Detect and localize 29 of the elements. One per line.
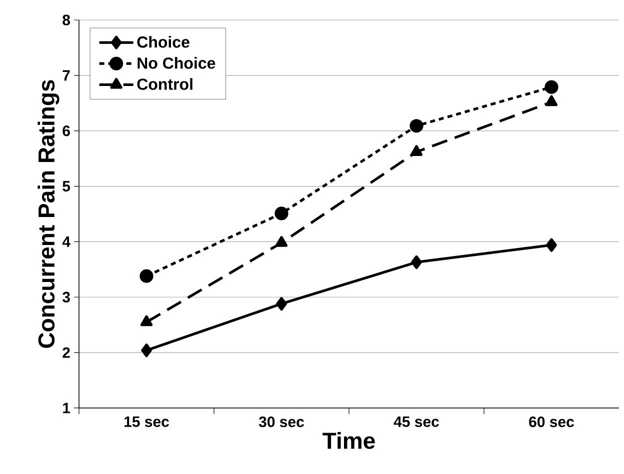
legend-label: No Choice [138, 57, 216, 69]
y-tick-label: 4 [62, 236, 70, 247]
y-tick-label: 2 [62, 347, 70, 358]
point [274, 206, 288, 220]
point [546, 238, 557, 252]
y-tick-label: 6 [62, 126, 70, 136]
y-tick-label: 8 [62, 14, 70, 26]
point [411, 255, 422, 270]
x-tick-label: 45 sec [394, 416, 439, 427]
legend-label: Control [137, 78, 192, 90]
x-axis-title: Time [322, 432, 375, 449]
y-axis-title: Concurrent Pain Ratings [38, 80, 60, 348]
x-tick-label: 15 sec [124, 416, 169, 427]
point [410, 119, 424, 133]
x-tick-label: 60 sec [529, 416, 574, 428]
point [140, 269, 154, 283]
point [410, 145, 423, 156]
point [544, 80, 558, 94]
y-tick-label: 5 [62, 181, 70, 192]
point [140, 315, 153, 326]
y-tick-label: 3 [62, 292, 70, 302]
legend-label: Choice [137, 36, 190, 48]
point [545, 95, 558, 106]
point [275, 236, 288, 247]
point [276, 296, 287, 311]
x-tick-label: 30 sec [258, 416, 304, 428]
point [141, 344, 152, 358]
y-tick-label: 7 [62, 70, 70, 81]
y-tick-label: 1 [63, 402, 70, 414]
